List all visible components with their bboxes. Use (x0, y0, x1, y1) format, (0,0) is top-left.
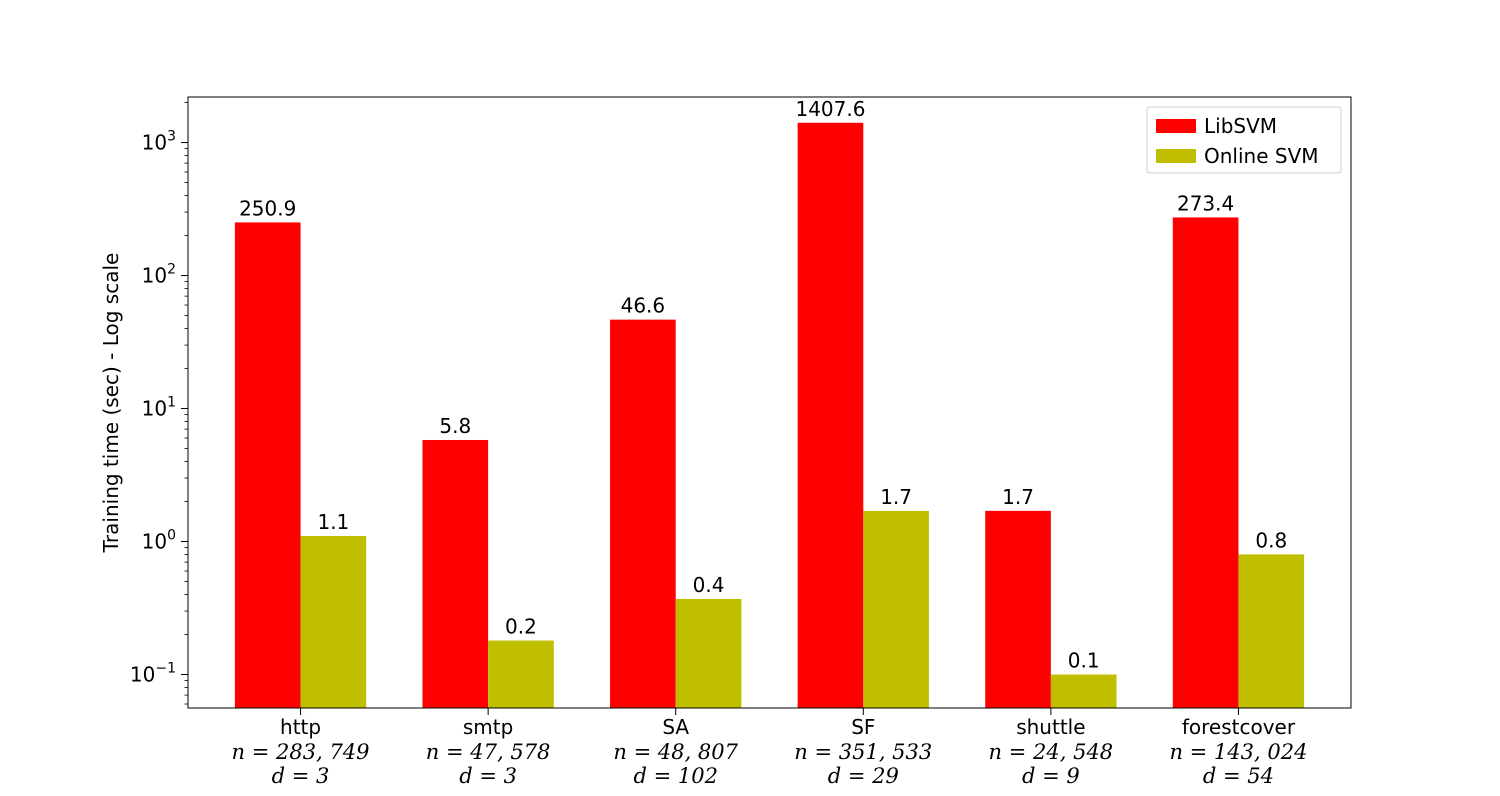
bar-libsvm (610, 319, 676, 708)
bar-libsvm (985, 510, 1051, 708)
x-tick-n-label: n = 48, 807 (613, 740, 738, 764)
y-tick-label: 103 (142, 129, 176, 155)
data-label: 250.9 (239, 196, 296, 220)
bar-libsvm (797, 122, 864, 708)
y-axis: 10−1 100 101 102 103 (130, 102, 188, 705)
x-tick-d-label: d = 29 (828, 764, 899, 788)
data-label: 0.2 (505, 615, 537, 639)
y-tick-label: 10−1 (130, 661, 176, 687)
y-tick-label: 102 (142, 262, 176, 288)
bar-online-svm (1050, 674, 1117, 708)
legend-swatch (1156, 149, 1196, 163)
bar-libsvm (1172, 217, 1239, 708)
x-tick-d-label: d = 3 (272, 764, 330, 788)
x-tick-n-label: n = 47, 578 (426, 740, 551, 764)
data-label: 273.4 (1177, 191, 1234, 215)
x-tick-n-label: n = 351, 533 (794, 740, 932, 764)
data-label: 0.8 (1255, 528, 1287, 552)
x-tick-label: SF (851, 715, 875, 739)
bar-online-svm (488, 640, 554, 708)
x-tick-label: shuttle (1016, 715, 1085, 739)
data-label: 1.1 (317, 510, 349, 534)
x-tick-label: smtp (463, 715, 513, 739)
bar-online-svm (1238, 554, 1305, 708)
data-label: 5.8 (439, 414, 471, 438)
data-label: 1.7 (1002, 485, 1034, 509)
data-label: 46.6 (621, 294, 666, 318)
data-label: 1.7 (880, 485, 912, 509)
data-label: 0.1 (1068, 649, 1100, 673)
legend-swatch (1156, 119, 1196, 133)
bar-libsvm (422, 439, 489, 708)
legend: LibSVM Online SVM (1146, 106, 1342, 174)
x-tick-label: http (280, 715, 321, 739)
data-label: 1407.6 (795, 97, 865, 121)
y-tick-label: 101 (142, 395, 176, 421)
x-tick-n-label: n = 283, 749 (232, 740, 370, 764)
x-tick-d-label: d = 9 (1022, 764, 1080, 788)
x-tick-d-label: d = 102 (633, 764, 717, 788)
legend-label: Online SVM (1204, 144, 1319, 168)
bar-online-svm (300, 536, 367, 708)
x-tick-d-label: d = 3 (459, 764, 517, 788)
bar-labels-group: 250.9 5.8 46.6 1407.6 1.7 273.4 1.1 0.2 0.4 1.7 0.… (239, 97, 1287, 673)
x-tick-n-label: n = 24, 548 (989, 740, 1114, 764)
x-tick-label: SA (662, 715, 689, 739)
bar-online-svm (675, 598, 742, 708)
y-tick-label: 100 (142, 528, 176, 554)
x-tick-n-label: n = 143, 024 (1169, 740, 1307, 764)
y-axis-label: Training time (sec) - Log scale (99, 253, 123, 554)
data-label: 0.4 (693, 573, 725, 597)
bars-group (234, 122, 1305, 709)
x-tick-label: forestcover (1182, 715, 1296, 739)
bar-online-svm (863, 510, 929, 708)
legend-label: LibSVM (1204, 114, 1277, 138)
x-tick-d-label: d = 54 (1203, 764, 1274, 788)
bar-libsvm (234, 222, 301, 709)
plot-frame (187, 96, 1352, 709)
